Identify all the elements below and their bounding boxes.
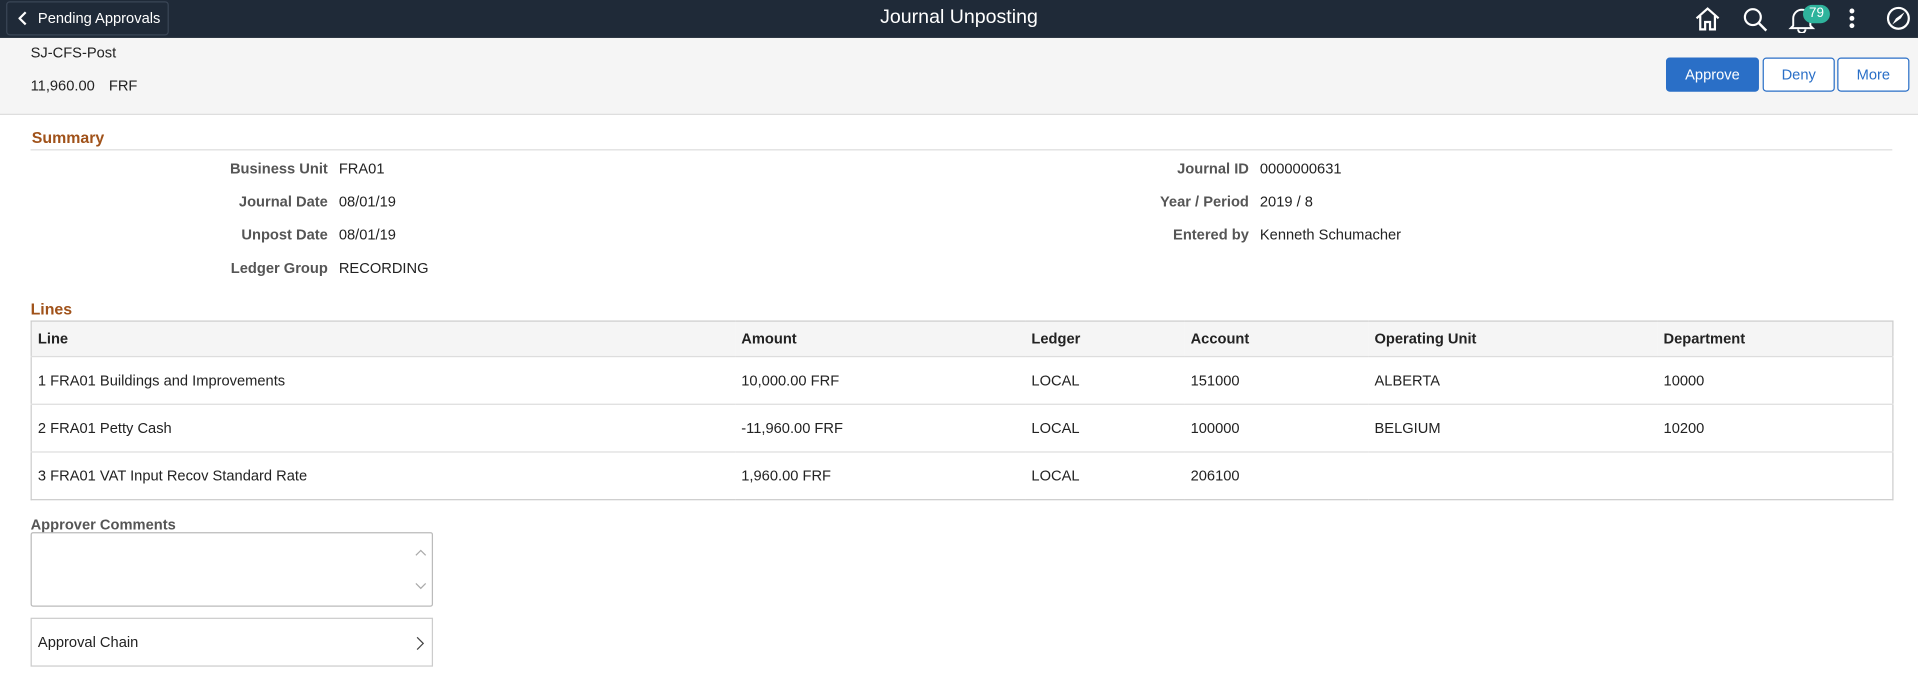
- table-header: Line Amount Ledger Account Operating Unit Dep…: [31, 321, 1893, 357]
- table-cell: 206100: [1190, 467, 1240, 485]
- table-cell: [1657, 452, 1892, 500]
- table-cell: -11,960.00 FRF: [741, 419, 843, 437]
- table-body: 1 FRA01 Buildings and Improvements 10,000…: [31, 356, 1893, 500]
- table-cell: 1,960.00 FRF: [741, 467, 832, 485]
- page-title: Journal Unposting: [880, 7, 1038, 29]
- column-header: Line: [37, 330, 69, 348]
- top-bar: Pending Approvals Journal Unposting 79: [0, 0, 1918, 40]
- field-value: FRA01: [338, 160, 385, 178]
- back-label: Pending Approvals: [37, 9, 161, 27]
- journal-amount: 11,960.00: [30, 77, 95, 95]
- column-header: Operating Unit: [1374, 330, 1477, 348]
- table-cell: 10000: [1663, 371, 1705, 389]
- field-value: 08/01/19: [338, 226, 396, 244]
- section-title: Lines: [30, 299, 73, 319]
- column-header: Ledger: [1031, 330, 1081, 348]
- field-value: 2019 / 8: [1259, 193, 1313, 211]
- field-label: Business Unit: [229, 160, 328, 178]
- approval-chain-label: Approval Chain: [37, 633, 139, 651]
- back-button[interactable]: Pending Approvals: [6, 1, 169, 36]
- column-header: Account: [1190, 330, 1250, 348]
- journal-currency: FRF: [108, 77, 138, 95]
- field-label: Entered by: [1173, 226, 1249, 244]
- back-icon: [18, 11, 27, 26]
- table-cell: LOCAL: [1031, 371, 1080, 389]
- section-title: Summary: [31, 128, 105, 147]
- approval-chain-link[interactable]: Approval Chain: [30, 617, 434, 667]
- home-icon[interactable]: [1695, 7, 1720, 31]
- summary-bar: SJ-CFS-Post 11,960.00 FRF: [0, 37, 1918, 115]
- field-value: RECORDING: [338, 259, 429, 277]
- chevron: [416, 636, 425, 650]
- approve-button[interactable]: Approve: [1665, 57, 1759, 92]
- field-label: Journal Date: [238, 193, 328, 211]
- field-label: Journal ID: [1177, 160, 1249, 178]
- journal-name: SJ-CFS-Post: [30, 44, 117, 62]
- header-icons: [1695, 6, 1910, 34]
- field-label: Year / Period: [1159, 193, 1249, 211]
- comments-textarea[interactable]: [30, 532, 434, 607]
- field-value: Kenneth Schumacher: [1259, 226, 1402, 244]
- column-header: Amount: [741, 330, 797, 348]
- table-row: 3 FRA01 VAT Input Recov Standard Rate 1,9…: [31, 451, 1893, 500]
- field-label: Ledger Group: [230, 259, 328, 277]
- table-cell: 151000: [1190, 371, 1240, 389]
- divider: [30, 149, 1893, 151]
- table-cell: 10,000.00 FRF: [741, 371, 840, 389]
- field-value: 0000000631: [1259, 160, 1342, 178]
- deny-button[interactable]: Deny: [1762, 57, 1835, 92]
- table-cell: [1368, 452, 1657, 500]
- table-cell: LOCAL: [1031, 467, 1080, 485]
- comments-label: Approver Comments: [30, 516, 176, 534]
- table-cell: 1 FRA01 Buildings and Improvements: [37, 371, 286, 389]
- table-row: 2 FRA01 Petty Cash -11,960.00 FRF LOCAL 100…: [31, 404, 1893, 452]
- table-cell: BELGIUM: [1374, 419, 1441, 437]
- lines-table: Line Amount Ledger Account Operating Unit Dep…: [30, 320, 1894, 501]
- table-cell: 2 FRA01 Petty Cash: [37, 419, 172, 437]
- compass-icon[interactable]: [1886, 6, 1910, 30]
- notification-badge: 79: [1802, 4, 1830, 24]
- table-cell: 10200: [1663, 419, 1705, 437]
- scroll-arrows: [415, 549, 427, 590]
- table-row: 1 FRA01 Buildings and Improvements 10,000…: [31, 356, 1893, 405]
- column-header: Department: [1663, 330, 1746, 348]
- field-label: Unpost Date: [241, 226, 328, 244]
- more-button[interactable]: More: [1837, 57, 1910, 92]
- table-cell: 100000: [1190, 419, 1240, 437]
- search-icon[interactable]: [1743, 8, 1762, 27]
- table-cell: ALBERTA: [1374, 371, 1441, 389]
- field-value: 08/01/19: [338, 193, 396, 211]
- table-cell: 3 FRA01 VAT Input Recov Standard Rate: [37, 467, 308, 485]
- table-cell: LOCAL: [1031, 419, 1080, 437]
